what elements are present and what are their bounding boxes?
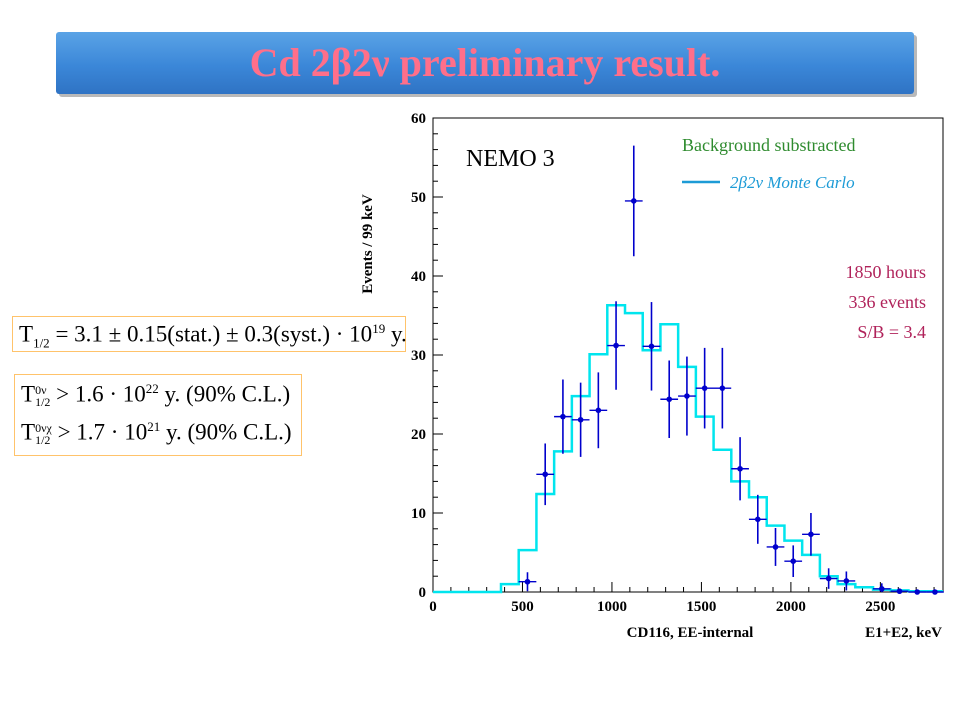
- x-axis-label-right: E1+E2, keV: [865, 625, 942, 641]
- data-point: [560, 413, 566, 420]
- stats-hours: 1850 hours: [846, 262, 927, 282]
- x-tick-label: 2000: [776, 599, 806, 615]
- data-point: [879, 586, 885, 592]
- limit-0nuchi: T 0νχ 1/2 > 1.7 · 1021 y. (90% C.L.): [21, 419, 292, 446]
- stats-events: 336 events: [849, 292, 926, 312]
- title-bar: Cd 2β2ν preliminary result.: [56, 32, 914, 94]
- data-point: [896, 588, 903, 595]
- y-tick-label: 30: [411, 348, 426, 364]
- formula-t: T: [19, 321, 34, 347]
- slide-title: Cd 2β2ν preliminary result.: [56, 32, 914, 94]
- legend-mc-label: 2β2ν Monte Carlo: [730, 173, 855, 192]
- data-point: [719, 385, 726, 391]
- limit-0nu-body: > 1.6 · 10: [50, 381, 146, 407]
- formula-unit: y.: [385, 321, 407, 347]
- data-point: [772, 544, 779, 550]
- data-point: [595, 407, 602, 414]
- limit-0nu-exp: 22: [145, 381, 159, 396]
- y-tick-label: 50: [411, 190, 426, 206]
- formula-body: = 3.1 ± 0.15(stat.) ± 0.3(syst.) · 10: [49, 321, 373, 347]
- limits-box: T 0ν 1/2 > 1.6 · 1022 y. (90% C.L.) T 0νχ 1/…: [14, 374, 302, 456]
- y-axis-ticks: 0 10 20 30 40 50 60: [411, 111, 443, 601]
- limit-0nuchi-sub: 1/2: [35, 433, 51, 448]
- experiment-label: NEMO 3: [466, 146, 555, 172]
- data-point: [648, 343, 655, 350]
- data-point: [932, 589, 938, 595]
- data-point: [790, 558, 797, 564]
- limit-0nuchi-unit: y. (90% C.L.): [160, 419, 292, 445]
- stats-sb: S/B = 3.4: [857, 322, 926, 342]
- mc-histogram: [433, 303, 943, 594]
- data-point: [684, 393, 690, 399]
- limit-0nu: T 0ν 1/2 > 1.6 · 1022 y. (90% C.L.): [21, 381, 290, 408]
- limit-0nu-sub: 1/2: [35, 395, 51, 410]
- data-point: [701, 385, 708, 391]
- half-life-result-box: T1/2 = 3.1 ± 0.15(stat.) ± 0.3(syst.) · …: [12, 316, 407, 352]
- x-tick-label: 2500: [865, 599, 895, 615]
- x-axis-ticks: 0 500 1000 1500 2000 2500: [429, 582, 935, 615]
- title-nu: ν: [371, 40, 390, 85]
- plot-frame: [432, 117, 944, 593]
- data-point: [843, 578, 850, 584]
- limit-0nuchi-sup: 0νχ: [35, 421, 52, 436]
- data-point: [630, 198, 637, 204]
- data-point: [737, 465, 743, 472]
- title-beta: β: [330, 40, 352, 85]
- data-point: [808, 531, 814, 538]
- x-tick-label: 0: [429, 599, 437, 615]
- data-point: [577, 416, 584, 423]
- limit-0nuchi-t: T: [21, 419, 36, 445]
- formula-exp: 19: [372, 321, 386, 336]
- x-axis-label: CD116, EE-internal: [627, 625, 754, 641]
- data-points: [518, 145, 944, 595]
- y-axis-label: Events / 99 keV: [360, 194, 376, 294]
- formula-sub: 1/2: [33, 335, 50, 351]
- mc-step-line: [433, 303, 943, 594]
- limit-0nuchi-body: > 1.7 · 10: [51, 419, 148, 445]
- y-tick-label: 60: [411, 111, 426, 127]
- x-tick-label: 1000: [597, 599, 627, 615]
- title-prefix: Cd 2: [249, 40, 331, 85]
- y-tick-label: 20: [411, 427, 426, 443]
- data-point: [666, 396, 673, 403]
- half-life-formula: T1/2 = 3.1 ± 0.15(stat.) ± 0.3(syst.) · …: [19, 321, 407, 351]
- data-point: [914, 589, 921, 595]
- limit-0nu-t: T: [21, 381, 36, 407]
- legend-title: Background substracted: [682, 135, 855, 155]
- title-mid: 2: [351, 40, 372, 85]
- data-point: [542, 471, 548, 478]
- data-point: [825, 575, 832, 582]
- x-tick-label: 1500: [686, 599, 716, 615]
- y-tick-label: 10: [411, 506, 426, 522]
- y-tick-label: 0: [419, 585, 427, 601]
- data-point: [613, 342, 619, 349]
- limit-0nu-unit: y. (90% C.L.): [158, 381, 291, 407]
- title-suffix: preliminary result.: [389, 40, 721, 85]
- data-point: [754, 516, 761, 523]
- y-tick-label: 40: [411, 269, 426, 285]
- data-point: [524, 578, 531, 585]
- limit-0nu-sup: 0ν: [35, 383, 47, 398]
- x-tick-label: 500: [511, 599, 534, 615]
- limit-0nuchi-exp: 21: [147, 419, 161, 434]
